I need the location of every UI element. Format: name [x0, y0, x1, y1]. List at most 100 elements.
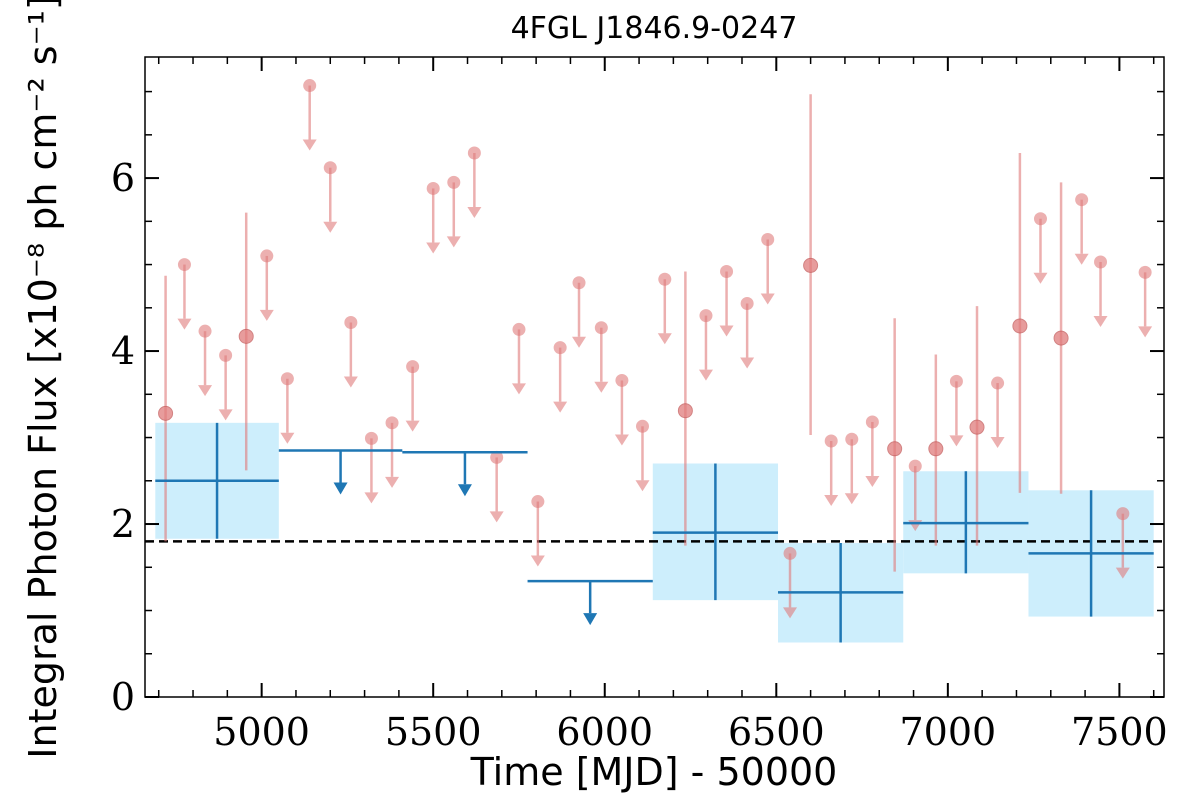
fine-upper-limit-arrowhead: [489, 511, 504, 523]
y-tick-label: 4: [111, 329, 135, 373]
x-tick-label: 6500: [728, 710, 825, 754]
fine-upper-limit-32: [949, 374, 964, 447]
fine-upper-limit-23: [698, 309, 713, 381]
x-tick-label: 6000: [556, 710, 653, 754]
fine-upper-limit-38: [1138, 265, 1153, 338]
fine-upper-limit-marker: [845, 432, 859, 446]
fine-upper-limit-marker: [949, 374, 963, 388]
fine-upper-limit-18: [572, 276, 587, 348]
fine-upper-limit-9: [385, 416, 400, 488]
y-tick-label: 2: [111, 502, 135, 546]
fine-upper-limit-arrowhead: [218, 409, 233, 421]
fine-upper-limit-arrowhead: [302, 139, 317, 151]
fine-upper-limit-marker: [385, 416, 399, 430]
fine-upper-limit-marker: [280, 372, 294, 386]
fine-upper-limit-5: [302, 79, 317, 151]
fine-upper-limit-marker: [344, 316, 358, 330]
fine-upper-limit-marker: [467, 146, 481, 160]
coarse-upper-limit-arrowhead: [583, 613, 598, 626]
fine-upper-limit-arrowhead: [1138, 326, 1153, 338]
fine-detection-marker: [677, 403, 693, 419]
plot-frame: [144, 56, 1165, 698]
fine-upper-limit-10: [405, 360, 420, 432]
fine-upper-limit-19: [594, 321, 609, 393]
fine-upper-limit-arrowhead: [740, 357, 755, 369]
fine-upper-limit-28: [824, 434, 839, 506]
fine-detection-7: [1012, 153, 1028, 493]
fine-upper-limit-arrowhead: [1093, 315, 1108, 327]
fine-upper-limit-21: [635, 419, 650, 492]
fine-upper-limit-marker: [323, 161, 337, 175]
fine-upper-limit-30: [865, 415, 880, 487]
fine-upper-limit-8: [364, 431, 379, 504]
fine-upper-limit-marker: [635, 419, 649, 433]
fine-upper-limit-marker: [1116, 507, 1130, 521]
fine-detection-marker: [928, 441, 944, 457]
fine-upper-limit-marker: [260, 249, 274, 263]
coarse-detection-1: [652, 463, 779, 601]
fine-upper-limit-marker: [1138, 265, 1152, 279]
fine-upper-limit-arrowhead: [990, 437, 1005, 449]
fine-upper-limit-marker: [572, 276, 586, 290]
fine-upper-limit-36: [1093, 255, 1108, 327]
fine-upper-limit-marker: [720, 264, 734, 278]
fine-detection-6: [969, 306, 985, 546]
fine-upper-limit-2: [218, 348, 233, 421]
fine-upper-limit-15: [511, 322, 526, 395]
coarse-detection-4: [1028, 490, 1154, 617]
fine-upper-limit-arrowhead: [426, 242, 441, 254]
fine-upper-limit-marker: [908, 459, 922, 473]
fine-upper-limit-16: [530, 495, 545, 567]
fine-upper-limit-arrowhead: [385, 476, 400, 488]
fine-detection-marker: [158, 405, 174, 421]
fine-upper-limit-arrowhead: [343, 376, 358, 388]
fine-detection-8: [1053, 182, 1069, 494]
fine-detection-marker: [969, 419, 985, 435]
x-tick-label: 7500: [1071, 710, 1168, 754]
coarse-upper-limit-arrowhead: [333, 482, 348, 495]
fine-upper-limit-marker: [512, 322, 526, 336]
fine-upper-limit-arrowhead: [594, 381, 609, 393]
fine-upper-limit-marker: [447, 175, 461, 189]
fine-upper-limit-3: [259, 249, 274, 321]
fine-upper-limit-marker: [824, 434, 838, 448]
coarse-upper-limit-0: [278, 449, 403, 495]
fine-detection-5: [928, 354, 944, 546]
fine-upper-limit-0: [177, 258, 192, 330]
fine-upper-limit-34: [1033, 212, 1048, 284]
fine-upper-limit-arrowhead: [698, 369, 713, 381]
fine-upper-limit-arrowhead: [553, 401, 568, 413]
fine-detection-4: [887, 318, 903, 572]
fine-upper-limit-arrowhead: [259, 309, 274, 321]
fine-upper-limit-arrowhead: [280, 432, 295, 444]
fine-upper-limit-arrowhead: [177, 318, 192, 330]
fine-upper-limit-6: [323, 161, 338, 233]
fine-upper-limit-29: [844, 432, 859, 505]
y-tick-labels: 0 2 4 6: [111, 156, 135, 719]
fine-upper-limit-25: [740, 296, 755, 369]
fine-upper-limit-arrowhead: [446, 236, 461, 248]
fine-upper-limit-marker: [761, 232, 775, 246]
fine-upper-limit-marker: [658, 272, 672, 286]
x-axis: 5000 5500 6000 6500 7000 7500 Time [MJD] - 50…: [213, 710, 1167, 794]
fine-upper-limit-arrowhead: [405, 420, 420, 432]
fine-upper-limit-arrowhead: [635, 480, 650, 492]
x-tick-labels: 5000 5500 6000 6500 7000 7500: [213, 710, 1167, 754]
fine-upper-limit-22: [657, 272, 672, 345]
fine-upper-limit-marker: [426, 181, 440, 195]
x-tick-label: 5500: [385, 710, 482, 754]
fine-upper-limit-26: [760, 232, 775, 305]
fine-upper-limit-marker: [1075, 193, 1089, 207]
fine-upper-limit-marker: [991, 376, 1005, 390]
coarse-upper-limit-1: [402, 450, 528, 497]
y-tick-label: 0: [111, 675, 135, 719]
fine-upper-limit-13: [467, 146, 482, 218]
fine-upper-limit-marker: [740, 296, 754, 310]
fine-upper-limit-1: [198, 324, 213, 397]
fine-upper-limit-arrowhead: [364, 492, 379, 504]
fine-upper-limit-27: [783, 546, 798, 619]
x-tick-label: 5000: [213, 710, 310, 754]
fine-upper-limit-11: [426, 181, 441, 254]
coarse-detection-2: [778, 543, 904, 643]
y-axis: 0 2 4 6 Integral Photon Flux [x10⁻⁸ ph cm⁻²…: [21, 0, 135, 759]
